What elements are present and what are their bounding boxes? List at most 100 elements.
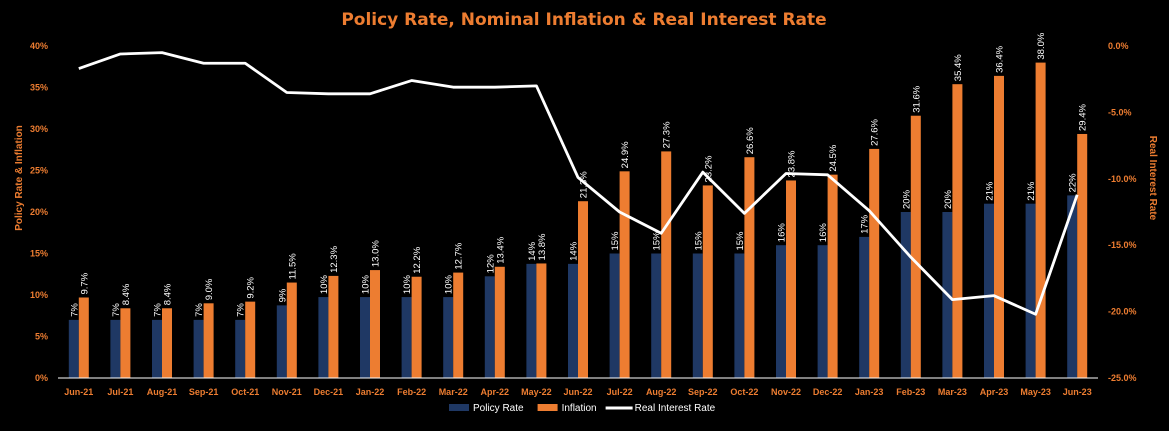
policy-rate-bar [692,253,703,378]
y-axis-ticks: 0% 5% 10% 15% 20% 25% 30% 35% 40% [30,41,48,383]
y2-tick-label: -25.0% [1108,373,1137,383]
inflation-bar [120,308,131,378]
inflation-bar [661,151,672,378]
inflation-data-label: 36.4% [995,45,1006,72]
x-tick-label: Mar-22 [439,387,468,397]
x-tick-label: Oct-22 [730,387,758,397]
policy-rate-data-label: 14% [527,241,538,261]
x-tick-label: Nov-22 [771,387,801,397]
policy-rate-bar [401,297,412,378]
policy-rate-bar [776,245,786,378]
y-tick-label: 15% [30,249,48,259]
policy-rate-data-label: 9% [277,288,288,302]
inflation-bar [411,276,422,378]
y-tick-label: 35% [30,83,48,93]
policy-rate-data-label: 20% [943,189,954,209]
inflation-bar [827,174,838,378]
policy-rate-data-label: 10% [402,275,413,295]
policy-rate-bar [276,305,287,378]
policy-rate-data-label: 17% [860,214,871,234]
policy-rate-bar [193,319,204,378]
policy-rate-data-label: 10% [319,275,330,295]
policy-rate-data-label: 15% [652,231,663,251]
inflation-data-label: 24.9% [620,141,631,168]
inflation-bar [453,272,464,378]
inflation-data-label: 38.0% [1036,32,1047,59]
policy-rate-bar [235,319,246,378]
policy-rate-bar [484,276,495,378]
x-tick-label: Sep-21 [189,387,219,397]
inflation-data-label: 29.4% [1078,103,1089,130]
x-tick-label: Mar-23 [938,387,967,397]
inflation-data-label: 11.5% [287,253,298,280]
x-tick-label: Jul-21 [107,387,133,397]
y2-tick-label: -5.0% [1108,107,1132,117]
inflation-bar [744,157,755,378]
policy-rate-bar [900,212,911,378]
inflation-bar [370,270,380,378]
policy-rate-bar [360,297,370,378]
inflation-bar [78,297,89,378]
x-tick-label: Jan-22 [356,387,385,397]
inflation-bar [910,115,921,378]
policy-rate-data-label: 7% [194,303,205,317]
inflation-data-label: 12.3% [329,245,340,272]
y-tick-label: 25% [30,166,48,176]
inflation-bar [952,84,963,379]
y2-tick-label: -20.0% [1108,307,1137,317]
inflation-bar [786,180,796,378]
inflation-bar [702,185,713,378]
x-tick-label: Apr-23 [980,387,1009,397]
inflation-bar [994,75,1004,378]
inflation-data-label: 23.2% [703,155,714,182]
policy-rate-bar [984,203,994,378]
inflation-legend-swatch [537,404,558,411]
bars [68,62,1088,379]
x-tick-label: Jun-23 [1063,387,1092,397]
x-tick-label: Feb-23 [896,387,925,397]
y-tick-label: 20% [30,207,48,217]
y2-axis-ticks: 0.0% -5.0% -10.0% -15.0% -20.0% -25.0% [1108,41,1137,383]
policy-rate-data-label: 14% [569,241,580,261]
x-tick-label: May-23 [1020,387,1051,397]
y2-axis-title: Real Interest Rate [1147,136,1158,221]
policy-rate-data-label: 10% [361,275,372,295]
inflation-data-label: 13.4% [495,236,506,263]
inflation-data-label: 9.7% [79,272,90,294]
inflation-bar [869,148,880,378]
x-tick-label: Jul-22 [607,387,633,397]
policy-rate-data-label: 20% [901,189,912,209]
x-tick-label: Dec-22 [813,387,843,397]
policy-rate-data-label: 7% [153,303,164,317]
policy-rate-bar [568,263,578,378]
y-tick-label: 0% [35,373,48,383]
policy-rate-data-label: 7% [236,303,247,317]
inflation-data-label: 26.6% [745,127,756,154]
inflation-bar [245,301,256,378]
y2-tick-label: -15.0% [1108,240,1137,250]
legend: Policy Rate Inflation Real Interest Rate [449,403,716,414]
x-tick-label: Aug-21 [147,387,178,397]
inflation-bar [328,275,339,378]
inflation-bar [162,308,172,378]
policy-rate-bar [443,297,454,378]
x-tick-label: Apr-22 [481,387,510,397]
inflation-bar [203,303,214,378]
inflation-data-label: 27.6% [870,118,881,145]
policy-rate-data-label: 15% [610,231,621,251]
x-tick-label: Jun-22 [563,387,592,397]
inflation-data-label: 12.7% [454,242,465,269]
inflation-data-label: 23.8% [787,150,798,177]
chart-title: Policy Rate, Nominal Inflation & Real In… [341,10,826,30]
inflation-bar [1077,133,1088,378]
policy-rate-bar [110,319,121,378]
policy-rate-data-label: 22% [1068,173,1079,193]
inflation-data-label: 8.4% [163,283,174,305]
policy-rate-bar [68,319,79,378]
inflation-data-label: 27.3% [662,121,673,148]
x-tick-label: Dec-21 [314,387,344,397]
inflation-data-label: 24.5% [828,144,839,171]
inflation-data-label: 12.2% [412,246,423,273]
inflation-legend-label: Inflation [562,403,597,414]
